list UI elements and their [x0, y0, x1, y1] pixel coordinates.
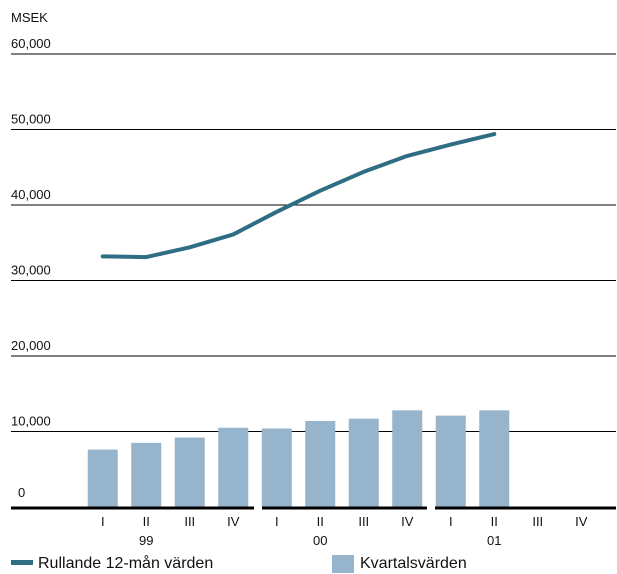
y-tick-label: 30,000 — [11, 263, 51, 278]
labels-layer: MSEK 0 10,000 20,000 30,000 40,000 50,000 60,00… — [11, 10, 588, 548]
bar-q1 — [87, 449, 118, 507]
bar-q3 — [174, 437, 205, 507]
legend-line-swatch — [11, 560, 33, 565]
legend-layer: Rullande 12-mån värden Kvartalsvärden — [11, 554, 467, 573]
bar-q7 — [348, 418, 379, 507]
quarter-label: II — [143, 514, 150, 529]
rolling-12-month-line — [100, 132, 497, 260]
y-tick-label: 10,000 — [11, 414, 51, 429]
quarter-label: I — [101, 514, 105, 529]
quarter-label: III — [358, 514, 369, 529]
legend-line-label: Rullande 12-mån värden — [38, 554, 213, 572]
quarter-label: IV — [575, 514, 588, 529]
bars-layer — [87, 410, 510, 507]
year-label: 01 — [487, 533, 501, 548]
quarter-label: I — [275, 514, 279, 529]
legend-bar-swatch — [332, 555, 354, 573]
line-layer — [100, 132, 497, 260]
y-tick-label: 20,000 — [11, 338, 51, 353]
bar-q8 — [392, 410, 423, 507]
legend-bar-label: Kvartalsvärden — [360, 555, 467, 572]
quarter-label: IV — [401, 514, 414, 529]
quarter-label: I — [449, 514, 453, 529]
quarter-label: III — [532, 514, 543, 529]
y-tick-label: 40,000 — [11, 187, 51, 202]
bar-q6 — [305, 420, 336, 507]
y-tick-label: 60,000 — [11, 36, 51, 51]
quarter-label: II — [491, 514, 498, 529]
bar-q9 — [435, 415, 466, 507]
bar-q2 — [131, 442, 162, 507]
quarter-label: III — [184, 514, 195, 529]
bar-q5 — [261, 428, 292, 507]
grid-layer — [11, 53, 616, 432]
quarter-label: IV — [227, 514, 240, 529]
year-label: 00 — [313, 533, 327, 548]
y-tick-label: 0 — [18, 485, 25, 500]
y-axis-unit-label: MSEK — [11, 10, 48, 25]
year-label: 99 — [139, 533, 153, 548]
bar-q10 — [479, 410, 510, 507]
quarter-label: II — [317, 514, 324, 529]
y-tick-label: 50,000 — [11, 112, 51, 127]
bar-q4 — [218, 427, 249, 507]
